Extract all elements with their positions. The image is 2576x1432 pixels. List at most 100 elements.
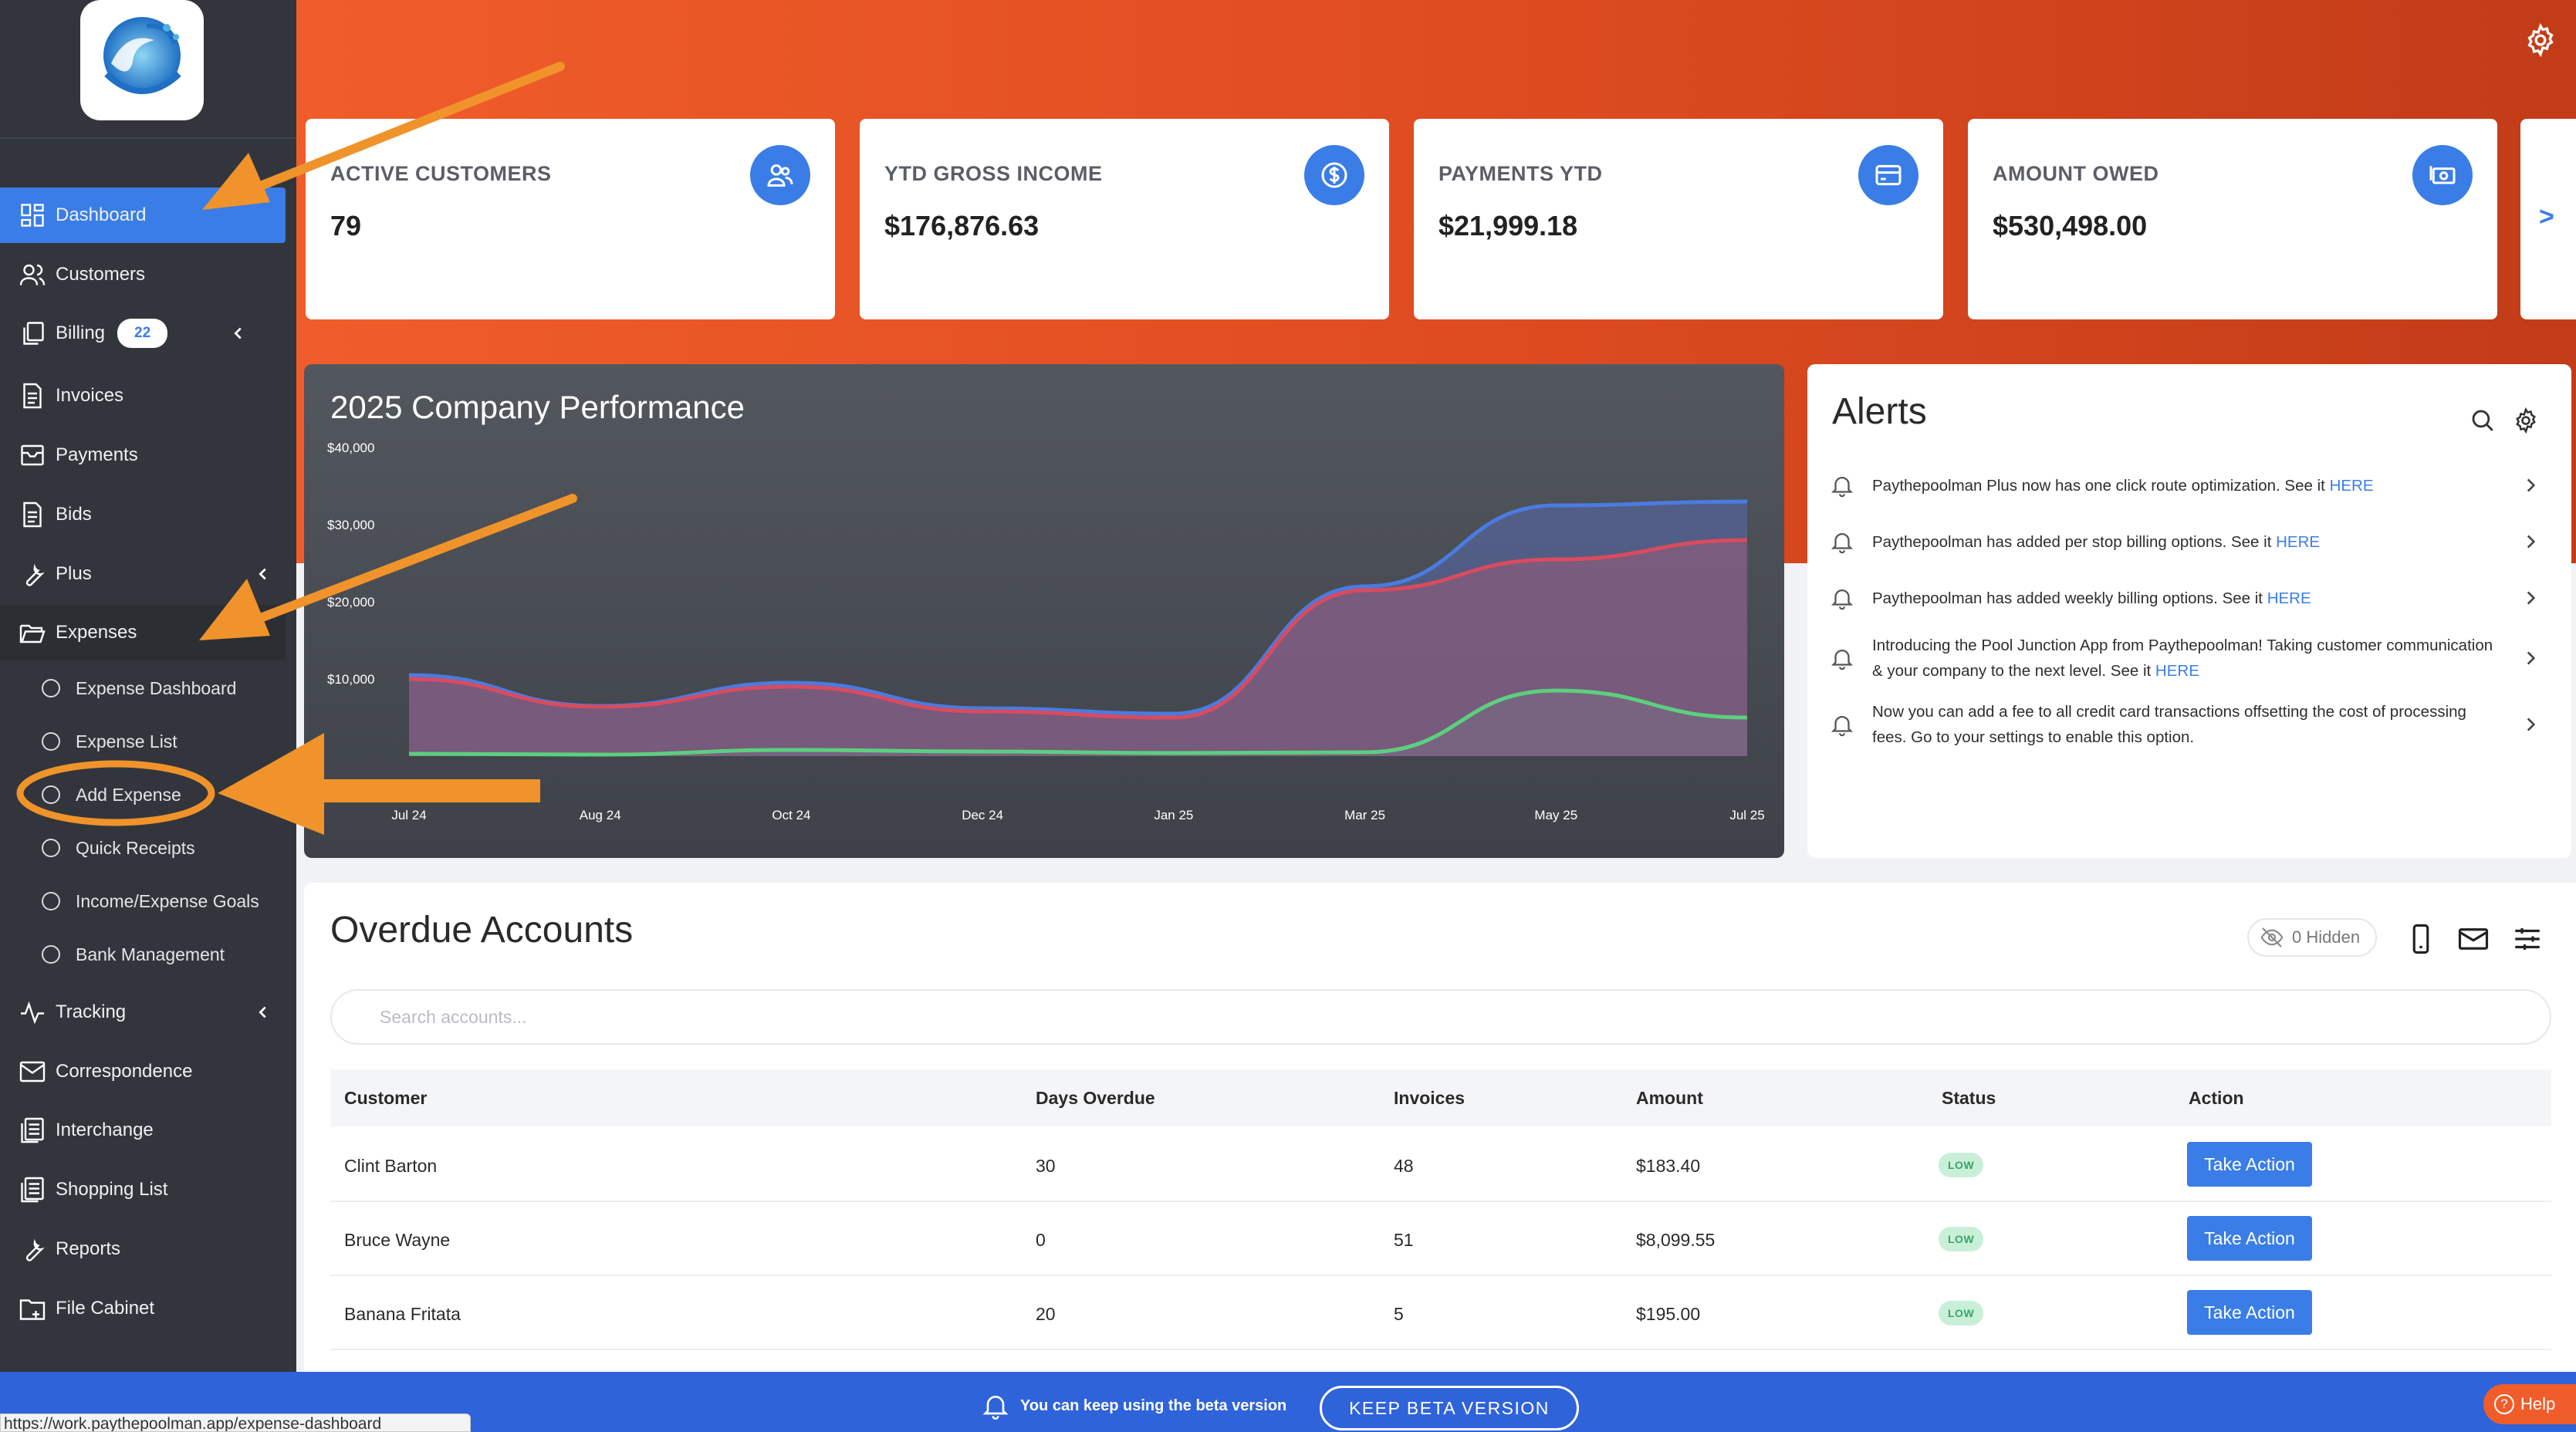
x-tick-label: Dec 24 (962, 808, 1003, 822)
stats-next-button[interactable]: > (2520, 119, 2576, 319)
hidden-count-label: 0 Hidden (2292, 927, 2361, 947)
customer-cell: Banana Fritata (344, 1304, 461, 1324)
bell-icon (1831, 533, 1854, 554)
take-action-button[interactable]: Take Action (2187, 1290, 2312, 1335)
column-header[interactable]: Amount (1636, 1088, 1703, 1108)
circle-icon (42, 679, 60, 697)
gear-icon[interactable] (2524, 23, 2557, 57)
series-area (409, 691, 1747, 756)
sidebar-subitem-label: Bank Management (76, 944, 225, 964)
invoices-cell: 5 (1394, 1304, 1404, 1324)
series-line (408, 688, 1748, 757)
chevron-right-icon[interactable] (2520, 714, 2541, 735)
take-action-button[interactable]: Take Action (2187, 1216, 2312, 1261)
table-row[interactable]: Bruce Wayne 0 51 $8,099.55 LOW Take Acti… (330, 1202, 2551, 1276)
alert-item[interactable]: Introducing the Pool Junction App from P… (1829, 633, 2547, 684)
chevron-right-icon[interactable] (2520, 588, 2541, 608)
list-icon (21, 1177, 44, 1203)
column-header: Action (2189, 1088, 2244, 1108)
sidebar-item-label: Tracking (56, 1001, 127, 1022)
folder-open-icon (19, 624, 46, 643)
table-row[interactable]: Banana Fritata 20 5 $195.00 LOW Take Act… (330, 1276, 2551, 1350)
x-tick-label: Jan 25 (1154, 808, 1193, 822)
sidebar-item-shopping-list[interactable]: Shopping List (0, 1162, 286, 1218)
alert-item[interactable]: Paythepoolman Plus now has one click rou… (1829, 472, 2547, 498)
search-accounts-input[interactable] (330, 989, 2551, 1045)
mobile-icon[interactable] (2405, 923, 2437, 955)
chevron-left-icon[interactable] (230, 325, 247, 342)
status-badge: LOW (1939, 1227, 1984, 1251)
alert-link[interactable]: HERE (2155, 662, 2199, 680)
x-tick-label: Oct 24 (772, 808, 810, 822)
stat-value: 79 (330, 210, 362, 241)
sidebar-item-interchange[interactable]: Interchange (0, 1103, 286, 1158)
alert-text: Introducing the Pool Junction App from P… (1872, 637, 2493, 680)
sidebar-subitem-label: Quick Receipts (76, 837, 195, 858)
gear-icon[interactable] (2513, 407, 2539, 434)
sidebar-subitem-income-expense-goals[interactable]: Income/Expense Goals (0, 875, 286, 927)
alert-item[interactable]: Paythepoolman has added per stop billing… (1829, 529, 2547, 555)
column-header[interactable]: Customer (344, 1088, 428, 1108)
company-logo[interactable] (80, 0, 204, 120)
sidebar-item-label: Billing (56, 323, 106, 343)
wrench-icon (25, 1238, 45, 1261)
sidebar-item-expenses[interactable]: Expenses (0, 605, 286, 660)
sidebar-item-label: Bids (56, 504, 92, 525)
help-label: Help (2520, 1394, 2556, 1413)
chevron-right-icon[interactable] (2520, 532, 2541, 552)
sidebar-item-bids[interactable]: Bids (0, 487, 286, 542)
alert-item[interactable]: Paythepoolman has added weekly billing o… (1829, 585, 2547, 611)
sidebar-item-customers[interactable]: Customers (0, 247, 286, 302)
sidebar-subitem-bank-management[interactable]: Bank Management (0, 928, 286, 981)
sidebar-subitem-expense-list[interactable]: Expense List (0, 715, 286, 768)
bell-icon (1831, 477, 1854, 498)
alerts-card: Alerts Paythepoolman Plus now has one cl… (1807, 364, 2571, 858)
alert-link[interactable]: HERE (2276, 532, 2321, 551)
mail-icon[interactable] (2457, 923, 2490, 955)
chevron-left-icon[interactable] (255, 1004, 272, 1021)
keep-beta-button[interactable]: KEEP BETA VERSION (1320, 1386, 1579, 1430)
sidebar-item-payments[interactable]: Payments (0, 427, 286, 483)
help-button[interactable]: ? Help (2483, 1384, 2576, 1424)
sidebar-item-reports[interactable]: Reports (0, 1221, 286, 1277)
alert-link[interactable]: HERE (2329, 476, 2374, 495)
sidebar-item-correspondence[interactable]: Correspondence (0, 1044, 286, 1099)
chevron-left-icon[interactable] (255, 566, 272, 583)
sidebar-subitem-expense-dashboard[interactable]: Expense Dashboard (0, 662, 286, 714)
y-tick-label: $10,000 (327, 672, 374, 687)
alert-item[interactable]: Now you can add a fee to all credit card… (1829, 699, 2547, 750)
search-icon[interactable] (2470, 407, 2496, 434)
hidden-columns-toggle[interactable]: 0 Hidden (2247, 918, 2377, 957)
stat-label: YTD GROSS INCOME (884, 162, 1103, 185)
performance-chart-card: 2025 Company Performance $40,000 $30,000 $… (304, 364, 1784, 858)
document-icon (23, 502, 42, 528)
chevron-right-icon[interactable] (2520, 648, 2541, 668)
table-row[interactable]: Clint Barton 30 48 $183.40 LOW Take Acti… (330, 1128, 2551, 1202)
document-icon (23, 383, 42, 409)
column-header[interactable]: Days Overdue (1036, 1088, 1155, 1108)
sidebar-item-billing[interactable]: Billing 22 (0, 306, 286, 361)
chevron-right-icon[interactable] (2520, 475, 2541, 495)
sidebar-item-file-cabinet[interactable]: File Cabinet (0, 1281, 286, 1336)
alert-link[interactable]: HERE (2267, 589, 2311, 607)
logo-area (0, 0, 296, 139)
inbox-icon (21, 444, 44, 466)
sidebar-subitem-quick-receipts[interactable]: Quick Receipts (0, 822, 286, 874)
activity-icon (21, 1001, 44, 1025)
sidebar-subitem-label: Add Expense (76, 784, 181, 805)
take-action-button[interactable]: Take Action (2187, 1142, 2312, 1187)
sidebar-item-plus[interactable]: Plus (0, 546, 286, 602)
sliders-icon[interactable] (2511, 923, 2544, 955)
sidebar-item-invoices[interactable]: Invoices (0, 368, 286, 424)
alert-text: Paythepoolman Plus now has one click rou… (1872, 476, 2374, 495)
sidebar-subitem-add-expense[interactable]: Add Expense (0, 768, 286, 821)
users-icon (19, 264, 46, 285)
list-icon (21, 1117, 44, 1143)
stat-card-active-customers: ACTIVE CUSTOMERS 79 (306, 119, 835, 319)
y-tick-label: $20,000 (327, 595, 374, 610)
column-header[interactable]: Invoices (1394, 1088, 1465, 1108)
circle-icon (42, 892, 60, 910)
sidebar-item-tracking[interactable]: Tracking (0, 984, 286, 1040)
column-header[interactable]: Status (1942, 1088, 1996, 1108)
sidebar-item-dashboard[interactable]: Dashboard (0, 187, 286, 243)
